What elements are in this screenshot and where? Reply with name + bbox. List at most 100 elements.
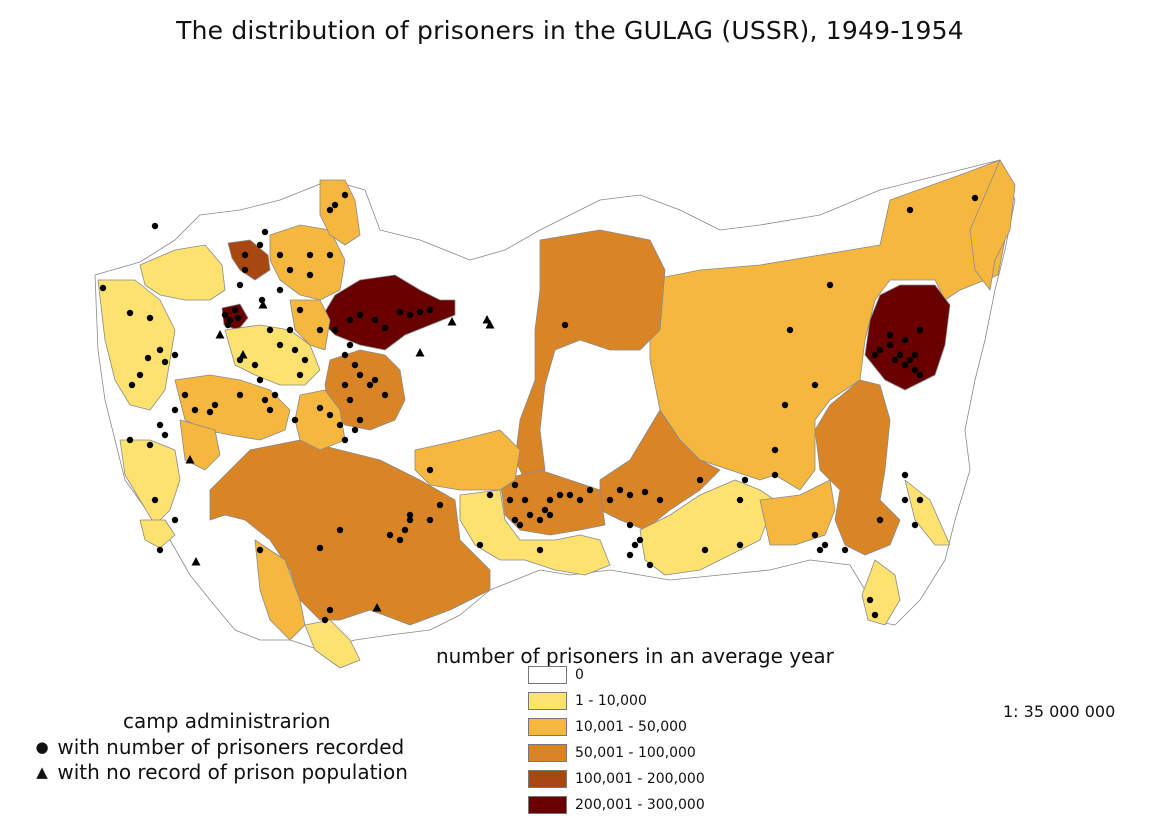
camp-point: [316, 404, 324, 412]
camp-triangle: [447, 317, 457, 326]
camp-point: [256, 546, 264, 554]
region-karelia: [319, 179, 361, 246]
camp-point: [396, 308, 404, 316]
camp-point: [541, 506, 549, 514]
camp-point: [521, 496, 529, 504]
camp-point: [144, 354, 152, 362]
camp-point: [136, 371, 144, 379]
camp-point: [526, 511, 534, 519]
camp-point: [636, 536, 644, 544]
camp-triangle: [238, 350, 248, 359]
region-central: [224, 324, 321, 386]
camp-point: [816, 546, 824, 554]
camp-point: [151, 222, 159, 230]
camp-point: [346, 316, 354, 324]
camp-point: [156, 346, 164, 354]
camp-point: [151, 496, 159, 504]
camp-point: [226, 316, 234, 324]
camp-point: [206, 408, 214, 416]
camp-point: [631, 541, 639, 549]
legend-item: 200,001 - 300,000: [528, 794, 788, 816]
camp-point: [366, 381, 374, 389]
region-omsk: [414, 429, 521, 491]
camp-point: [486, 491, 494, 499]
camp-point: [161, 431, 169, 439]
legend-label: 100,001 - 200,000: [575, 771, 705, 787]
camp-point: [171, 351, 179, 359]
legend-label: 50,001 - 100,000: [575, 745, 696, 761]
camp-point: [371, 376, 379, 384]
camp-point: [811, 381, 819, 389]
region-bashkiria: [294, 389, 346, 451]
camp-point: [386, 531, 394, 539]
camp-point: [971, 194, 979, 202]
camp-point: [99, 284, 107, 292]
camp-point: [381, 391, 389, 399]
region-komi: [319, 274, 456, 351]
camp-point: [511, 481, 519, 489]
camp-point: [566, 491, 574, 499]
camp-point: [656, 496, 664, 504]
camp-point: [331, 201, 339, 209]
region-east-siberia: [649, 159, 1013, 491]
legend-label: 10,001 - 50,000: [575, 719, 687, 735]
region-novosibirsk: [499, 469, 606, 536]
camp-point: [406, 311, 414, 319]
camp-triangle: [485, 320, 495, 329]
camp-point: [356, 371, 364, 379]
camp-point: [916, 496, 924, 504]
camp-point: [826, 281, 834, 289]
region-uzbekistan: [304, 619, 361, 669]
camp-point: [741, 476, 749, 484]
camp-point: [406, 511, 414, 519]
camp-point: [356, 416, 364, 424]
camp-point: [128, 381, 136, 389]
camp-point: [171, 516, 179, 524]
camp-point: [266, 326, 274, 334]
camp-point: [356, 311, 364, 319]
camp-point: [256, 241, 264, 249]
legend-swatch: [528, 718, 567, 736]
legend-label: 1 - 10,000: [575, 693, 647, 709]
camp-point: [906, 356, 914, 364]
camp-point: [326, 251, 334, 259]
camp-point: [396, 536, 404, 544]
legend-swatch: [528, 770, 567, 788]
camp-point: [146, 441, 154, 449]
camp-point: [341, 351, 349, 359]
camp-point: [266, 406, 274, 414]
camp-point: [331, 326, 339, 334]
camp-legend-norecord: ▲ with no record of prison population: [33, 760, 408, 784]
camp-point: [426, 516, 434, 524]
legend-item: 10,001 - 50,000: [528, 716, 788, 738]
camp-point: [606, 496, 614, 504]
camp-point: [306, 251, 314, 259]
region-caspian: [139, 519, 176, 549]
camp-point: [291, 416, 299, 424]
camp-point: [896, 351, 904, 359]
camp-point: [641, 488, 649, 496]
camp-point: [271, 391, 279, 399]
legend-item: 1 - 10,000: [528, 690, 788, 712]
camp-point: [326, 206, 334, 214]
legend-swatch: [528, 692, 567, 710]
camp-point: [911, 366, 919, 374]
camp-triangle: [258, 300, 268, 309]
region-central-asia: [254, 539, 306, 641]
camp-point: [341, 191, 349, 199]
camp-point: [261, 228, 269, 236]
camp-point: [336, 526, 344, 534]
camp-point: [156, 546, 164, 554]
camp-point: [821, 541, 829, 549]
camp-point: [911, 351, 919, 359]
legend-swatch: [528, 744, 567, 762]
camp-triangle: [191, 557, 201, 566]
camp-point: [316, 544, 324, 552]
camp-point: [901, 496, 909, 504]
camp-point: [866, 596, 874, 604]
camp-point: [236, 281, 244, 289]
camp-point: [321, 616, 329, 624]
camp-point: [146, 314, 154, 322]
legend-item: 100,001 - 200,000: [528, 768, 788, 790]
